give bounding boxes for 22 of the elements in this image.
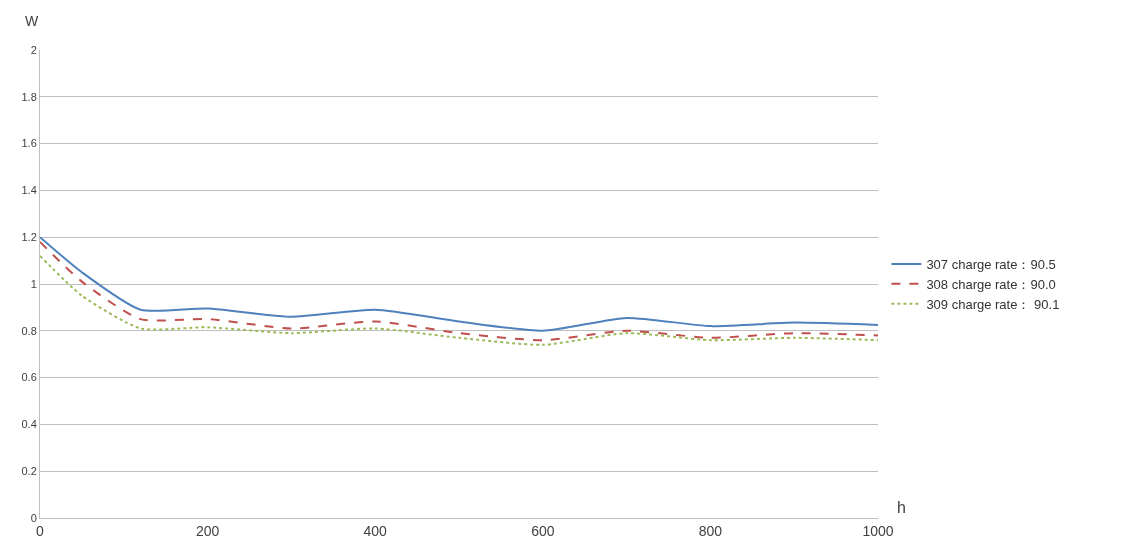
x-tick-label: 600 — [531, 522, 555, 539]
x-tick-label: 400 — [363, 522, 388, 539]
y-tick-label: 0.8 — [21, 324, 37, 337]
y-tick-label: 0 — [30, 511, 37, 524]
y-tick-label: 1.2 — [21, 231, 37, 244]
y-tick-label: 1.8 — [21, 90, 37, 103]
x-tick-label: 1000 — [862, 522, 894, 539]
y-tick-label: 1 — [30, 277, 37, 290]
x-tick-label: 200 — [195, 522, 220, 539]
y-axis-title: W — [25, 13, 39, 29]
y-tick-label: 2 — [30, 43, 37, 56]
x-axis-title: h — [897, 499, 906, 516]
y-tick-label: 0.2 — [21, 465, 37, 478]
x-tick-label: 800 — [698, 522, 723, 539]
y-tick-label: 1.4 — [21, 184, 37, 197]
y-tick-label: 1.6 — [21, 137, 37, 150]
legend-label: 308 charge rate：90.0 — [926, 276, 1056, 292]
line-series — [40, 254, 878, 346]
y-tick-label: 0.6 — [21, 371, 37, 384]
legend-label: 307 charge rate：90.5 — [926, 257, 1056, 273]
legend-label: 309 charge rate： 90.1 — [926, 296, 1060, 312]
y-tick-label: 0.4 — [21, 418, 37, 431]
